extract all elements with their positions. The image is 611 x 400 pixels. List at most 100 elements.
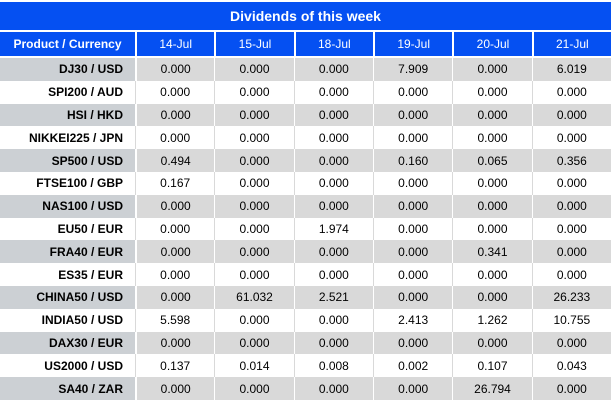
dividend-value: 2.521 (293, 285, 373, 309)
product-currency-label: NAS100 / USD (0, 194, 135, 218)
table-row: HSI / HKD 0.000 0.000 0.000 0.000 0.000 0.000 (0, 103, 611, 127)
dividend-value: 0.000 (214, 240, 294, 264)
dividend-value: 0.000 (135, 331, 215, 355)
dividend-value: 0.000 (531, 331, 611, 355)
dividend-value: 0.000 (452, 58, 532, 81)
dividend-value: 0.000 (135, 285, 215, 309)
product-currency-label: US2000 / USD (0, 354, 135, 378)
dividend-value: 0.000 (293, 377, 373, 400)
dividend-value: 0.000 (531, 80, 611, 104)
dividend-value: 0.000 (452, 285, 532, 309)
dividend-value: 0.002 (373, 354, 453, 378)
product-currency-label: EU50 / EUR (0, 217, 135, 241)
dividend-value: 0.000 (452, 126, 532, 150)
dividend-value: 0.107 (452, 354, 532, 378)
dividend-value: 0.000 (452, 331, 532, 355)
table-row: SPI200 / AUD 0.000 0.000 0.000 0.000 0.000 0.0… (0, 80, 611, 104)
product-currency-label: SP500 / USD (0, 149, 135, 172)
dividend-value: 0.000 (531, 194, 611, 218)
column-header-product-currency: Product / Currency (0, 32, 135, 56)
dividend-value: 6.019 (531, 58, 611, 81)
dividend-value: 0.000 (452, 171, 532, 195)
dividend-value: 0.000 (531, 171, 611, 195)
column-header-date: 20-Jul (452, 32, 532, 56)
dividend-value: 0.356 (531, 149, 611, 172)
dividend-value: 0.000 (135, 240, 215, 264)
product-currency-label: DAX30 / EUR (0, 331, 135, 355)
product-currency-label: FTSE100 / GBP (0, 171, 135, 195)
dividend-value: 0.000 (373, 103, 453, 127)
table-row: ES35 / EUR 0.000 0.000 0.000 0.000 0.000 0.000 (0, 263, 611, 286)
dividend-value: 0.000 (531, 263, 611, 286)
dividend-value: 0.000 (531, 103, 611, 127)
dividend-value: 26.794 (452, 377, 532, 400)
dividend-value: 10.755 (531, 308, 611, 332)
product-currency-label: SA40 / ZAR (0, 377, 135, 400)
dividend-value: 0.000 (293, 240, 373, 264)
table-row: CHINA50 / USD 0.000 61.032 2.521 0.000 0.000 2… (0, 285, 611, 309)
dividend-value: 0.000 (531, 217, 611, 241)
dividend-value: 0.000 (293, 103, 373, 127)
product-currency-label: FRA40 / EUR (0, 240, 135, 264)
dividend-value: 0.000 (214, 80, 294, 104)
dividend-value: 0.000 (293, 126, 373, 150)
dividend-value: 0.000 (373, 263, 453, 286)
dividend-value: 0.000 (135, 103, 215, 127)
dividend-value: 0.000 (452, 194, 532, 218)
dividend-value: 0.494 (135, 149, 215, 172)
dividend-value: 0.000 (452, 103, 532, 127)
table-row: INDIA50 / USD 5.598 0.000 0.000 2.413 1.262 10… (0, 308, 611, 332)
dividend-value: 0.000 (135, 58, 215, 81)
dividend-value: 0.065 (452, 149, 532, 172)
dividend-value: 0.000 (214, 377, 294, 400)
product-currency-label: DJ30 / USD (0, 58, 135, 81)
table-row: EU50 / EUR 0.000 0.000 1.974 0.000 0.000 0.000 (0, 217, 611, 241)
dividend-value: 0.014 (214, 354, 294, 378)
table-row: NIKKEI225 / JPN 0.000 0.000 0.000 0.000 0.000… (0, 126, 611, 150)
dividend-value: 0.000 (373, 331, 453, 355)
product-currency-label: CHINA50 / USD (0, 285, 135, 309)
product-currency-label: HSI / HKD (0, 103, 135, 127)
product-currency-label: NIKKEI225 / JPN (0, 126, 135, 150)
dividend-value: 0.000 (214, 126, 294, 150)
dividend-value: 0.160 (373, 149, 453, 172)
dividend-value: 0.000 (214, 217, 294, 241)
dividend-value: 0.000 (531, 240, 611, 264)
dividend-value: 0.000 (214, 308, 294, 332)
dividend-value: 0.000 (373, 126, 453, 150)
dividend-value: 0.000 (214, 331, 294, 355)
dividend-value: 0.000 (135, 263, 215, 286)
dividend-value: 0.000 (373, 80, 453, 104)
dividend-value: 7.909 (373, 58, 453, 81)
column-header-date: 14-Jul (135, 32, 215, 56)
dividend-value: 0.000 (452, 217, 532, 241)
dividend-value: 0.043 (531, 354, 611, 378)
product-currency-label: INDIA50 / USD (0, 308, 135, 332)
table-body: DJ30 / USD 0.000 0.000 0.000 7.909 0.000 6.019… (0, 58, 611, 400)
dividend-value: 1.974 (293, 217, 373, 241)
dividend-value: 0.000 (214, 263, 294, 286)
dividend-value: 0.000 (293, 80, 373, 104)
dividend-value: 0.137 (135, 354, 215, 378)
table-row: DAX30 / EUR 0.000 0.000 0.000 0.000 0.000 0.00… (0, 331, 611, 355)
dividend-value: 0.000 (373, 194, 453, 218)
column-header-date: 21-Jul (531, 32, 611, 56)
dividend-value: 0.000 (373, 377, 453, 400)
dividend-value: 1.262 (452, 308, 532, 332)
table-row: FTSE100 / GBP 0.167 0.000 0.000 0.000 0.000 0.… (0, 171, 611, 195)
dividend-value: 0.000 (135, 126, 215, 150)
dividend-value: 0.000 (135, 80, 215, 104)
dividend-value: 0.000 (214, 194, 294, 218)
dividend-value: 2.413 (373, 308, 453, 332)
dividend-value: 61.032 (214, 285, 294, 309)
dividend-value: 0.000 (214, 58, 294, 81)
dividend-value: 0.000 (135, 194, 215, 218)
dividend-value: 0.000 (135, 377, 215, 400)
dividend-value: 0.167 (135, 171, 215, 195)
dividend-value: 0.341 (452, 240, 532, 264)
dividend-value: 0.000 (531, 377, 611, 400)
table-row: FRA40 / EUR 0.000 0.000 0.000 0.000 0.341 0.00… (0, 240, 611, 264)
table-row: SP500 / USD 0.494 0.000 0.000 0.160 0.065 0.35… (0, 149, 611, 172)
dividend-value: 0.000 (452, 80, 532, 104)
